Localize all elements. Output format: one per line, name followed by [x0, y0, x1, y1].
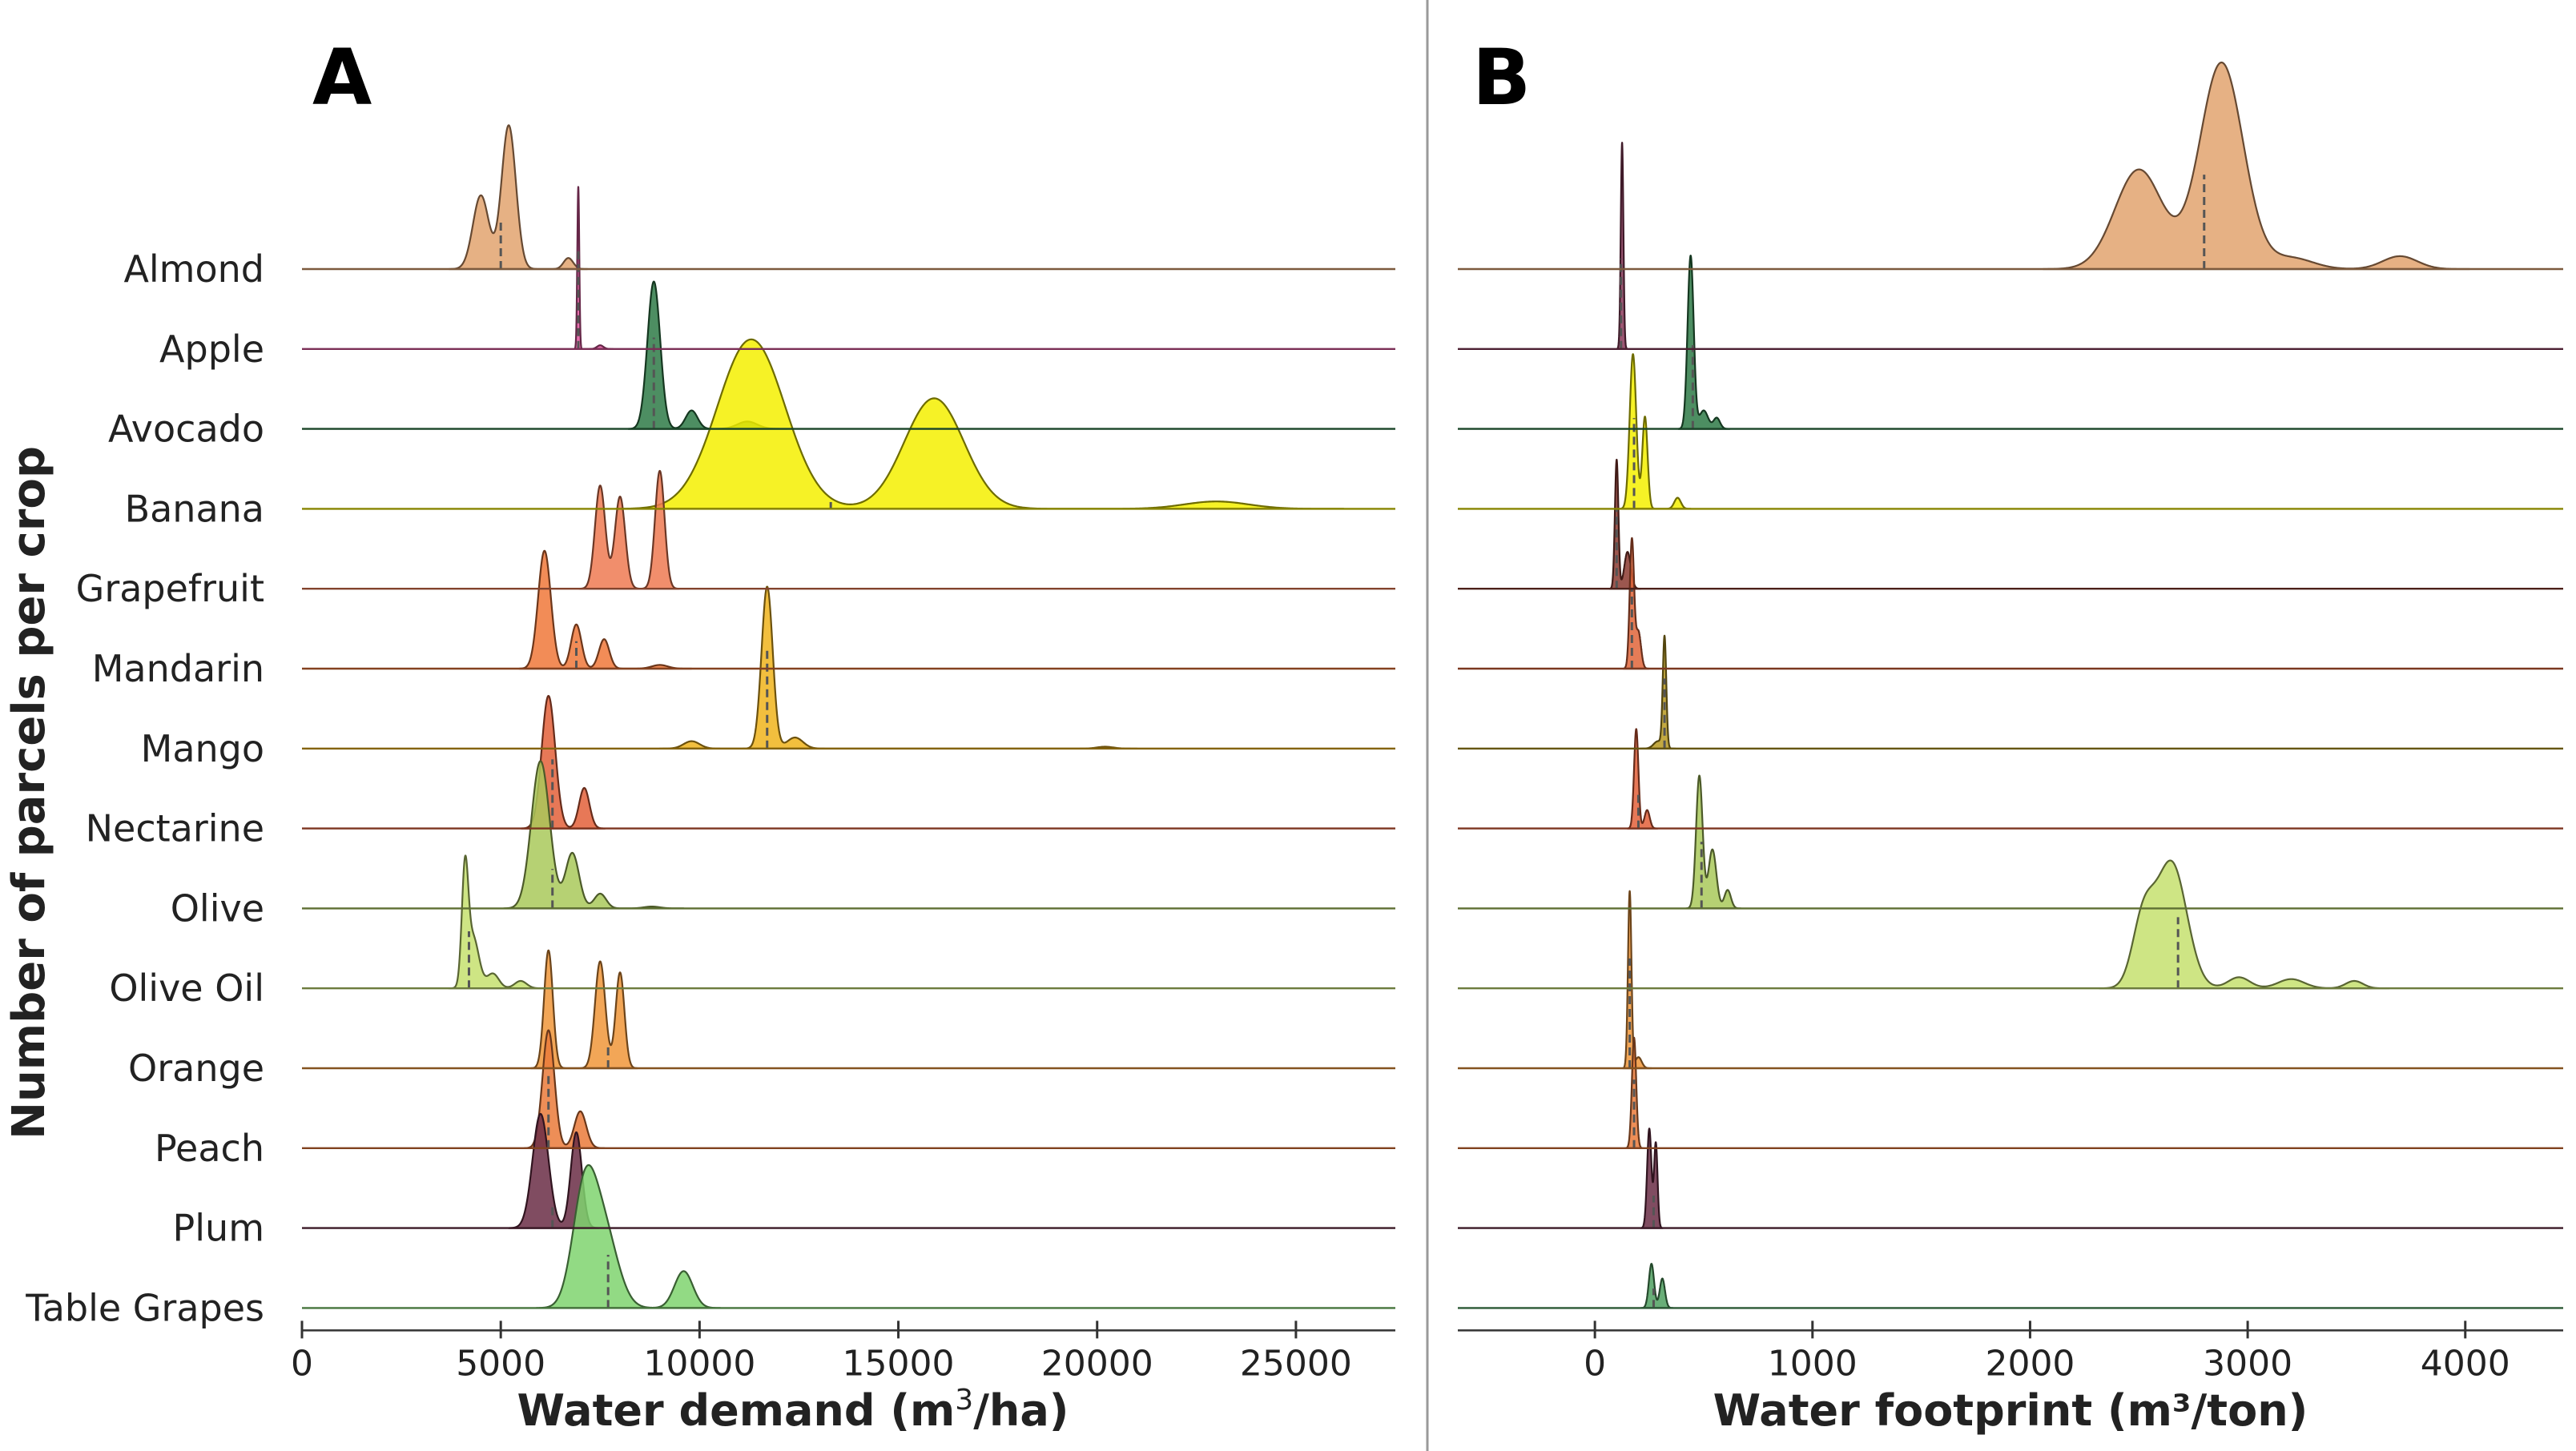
crop-label-mandarin: Mandarin: [92, 647, 264, 690]
panel-b-x-axis-title: Water footprint (m³/ton): [1713, 1385, 2308, 1436]
panel-a-baselines: [302, 267, 1395, 1309]
panel-a-ridge-banana: [615, 338, 1345, 510]
panel-a-ridge-olive-oil: [448, 854, 545, 990]
panel-a-median-lines: [467, 219, 832, 1308]
panel-a-ridges: [448, 124, 1345, 1309]
panel-a-x-tick-5000: 5000: [456, 1343, 545, 1384]
crop-label-peach: Peach: [155, 1127, 264, 1170]
panel-b-label: B: [1472, 33, 1531, 123]
panel-b-ridge-banana: [1619, 353, 1692, 510]
crop-label-orange: Orange: [128, 1047, 264, 1090]
panel-b: B 0 1000 2000 3000 4000 Water footprint (m³/…: [1458, 33, 2563, 1436]
panel-b-ridge-avocado: [1677, 255, 1731, 430]
panel-b-x-tick-2000: 2000: [1985, 1343, 2075, 1384]
panel-a-x-axis-title: Water demand (m3/ha): [517, 1384, 1069, 1436]
panel-b-x-tick-1000: 1000: [1768, 1343, 1858, 1384]
crop-label-table-grapes: Table Grapes: [25, 1286, 264, 1329]
panel-b-ridge-almond: [2042, 61, 2471, 271]
panel-b-ridge-olive-oil: [2099, 859, 2390, 990]
panel-a-x-tick-0: 0: [291, 1343, 313, 1384]
panel-a-ridge-grapefruit: [578, 469, 680, 590]
crop-label-plum: Plum: [173, 1207, 264, 1250]
panel-a-x-title-tail: /ha): [973, 1385, 1069, 1436]
panel-b-x-axis: 0 1000 2000 3000 4000: [1458, 1320, 2563, 1384]
panel-b-median-lines: [1615, 175, 2206, 1308]
crop-label-mango: Mango: [141, 727, 264, 770]
panel-a-x-title-sup: 3: [955, 1384, 973, 1417]
y-axis-title: Number of parcels per crop: [3, 446, 55, 1139]
panel-b-ridges: [1608, 61, 2471, 1309]
crop-label-avocado: Avocado: [108, 408, 264, 451]
panel-a-x-tick-20000: 20000: [1041, 1343, 1153, 1384]
panel-a-ridge-mango: [658, 585, 1138, 750]
panel-b-ridge-plum: [1640, 1127, 1664, 1229]
panel-b-x-tick-4000: 4000: [2421, 1343, 2510, 1384]
panel-b-ridge-orange: [1621, 890, 1652, 1070]
crop-label-almond: Almond: [123, 247, 264, 291]
panel-a-label: A: [312, 33, 372, 123]
crop-label-banana: Banana: [125, 487, 264, 530]
panel-b-baselines: [1458, 267, 2563, 1309]
panel-b-x-tick-0: 0: [1584, 1343, 1606, 1384]
panel-a-x-title-main: Water demand (m: [517, 1385, 956, 1436]
panel-a-ridge-apple: [573, 186, 614, 350]
panel-a-ridge-olive: [503, 760, 685, 910]
panel-b-ridge-mandarin: [1622, 537, 1650, 670]
panel-a-x-tick-25000: 25000: [1240, 1343, 1352, 1384]
panel-a-ridge-almond: [448, 124, 589, 271]
crop-label-nectarine: Nectarine: [86, 807, 264, 850]
panel-a-x-tick-10000: 10000: [643, 1343, 755, 1384]
panel-a-ridge-table-grapes: [535, 1164, 722, 1309]
panel-b-ridge-table-grapes: [1640, 1263, 1674, 1309]
panel-b-ridge-nectarine: [1626, 728, 1659, 830]
panel-b-x-tick-3000: 3000: [2203, 1343, 2292, 1384]
panel-b-ridge-olive: [1685, 774, 1742, 910]
crop-label-olive-oil: Olive Oil: [109, 967, 264, 1010]
crop-labels: Almond Apple Avocado Banana Grapefruit Mandar…: [25, 247, 264, 1329]
crop-label-apple: Apple: [159, 328, 264, 371]
crop-label-grapefruit: Grapefruit: [76, 567, 264, 610]
panel-a-ridge-orange: [529, 949, 639, 1070]
panel-a-ridge-mandarin: [517, 549, 693, 670]
panel-b-ridge-mango: [1640, 634, 1676, 750]
panel-a: A Number of parcels per crop Almond Apple…: [3, 33, 1395, 1436]
crop-label-olive: Olive: [171, 886, 264, 930]
panel-a-x-axis: 0 5000 10000 15000 20000 25000: [291, 1320, 1395, 1384]
panel-b-ridge-apple: [1616, 142, 1628, 350]
panel-a-x-tick-15000: 15000: [843, 1343, 955, 1384]
